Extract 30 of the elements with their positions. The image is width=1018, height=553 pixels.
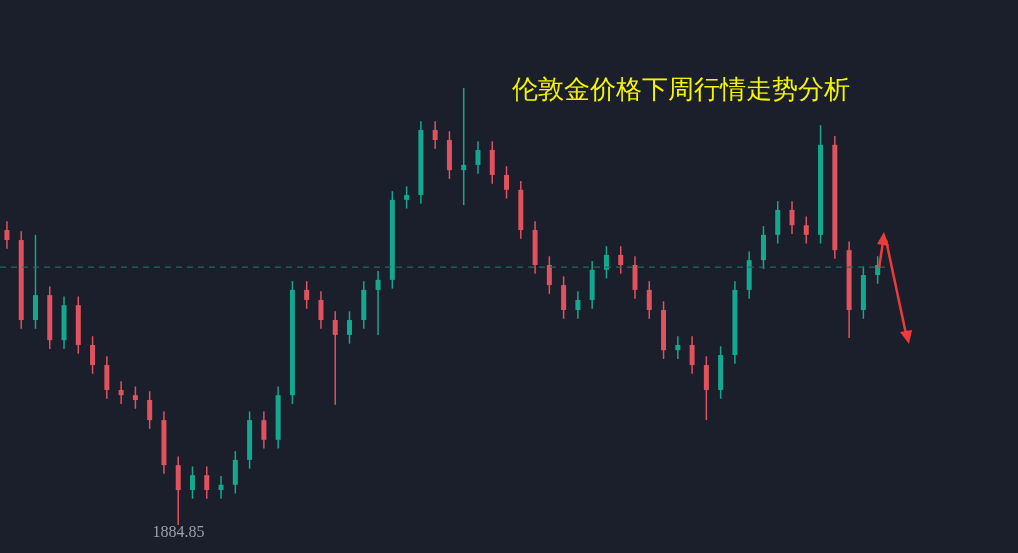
candlestick — [318, 290, 324, 330]
candlestick — [204, 465, 210, 500]
candlestick — [347, 310, 353, 345]
candlestick — [546, 255, 552, 295]
candlestick — [404, 185, 410, 210]
candlestick — [789, 200, 795, 235]
candlestick — [261, 410, 267, 450]
candlestick — [332, 310, 338, 406]
candlestick — [803, 215, 809, 245]
candlestick — [118, 380, 124, 405]
candlestick — [603, 245, 609, 280]
candlestick — [375, 270, 381, 336]
candlestick — [504, 165, 510, 200]
candlestick — [147, 390, 153, 430]
candlestick — [304, 280, 310, 310]
candlestick — [132, 385, 138, 410]
candlestick — [461, 88, 467, 206]
candlestick — [575, 290, 581, 320]
candlestick — [475, 140, 481, 175]
candlestick — [189, 465, 195, 500]
candlestick — [689, 335, 695, 375]
candlestick — [675, 335, 681, 360]
chart-title: 伦敦金价格下周行情走势分析 — [512, 73, 850, 106]
candlestick — [618, 245, 624, 275]
candlestick — [646, 280, 652, 320]
candlestick — [4, 220, 10, 250]
annotation: 1884.85 — [151, 523, 206, 541]
candlestick — [432, 120, 438, 150]
candlestick — [90, 335, 96, 375]
candlestick — [218, 475, 224, 500]
